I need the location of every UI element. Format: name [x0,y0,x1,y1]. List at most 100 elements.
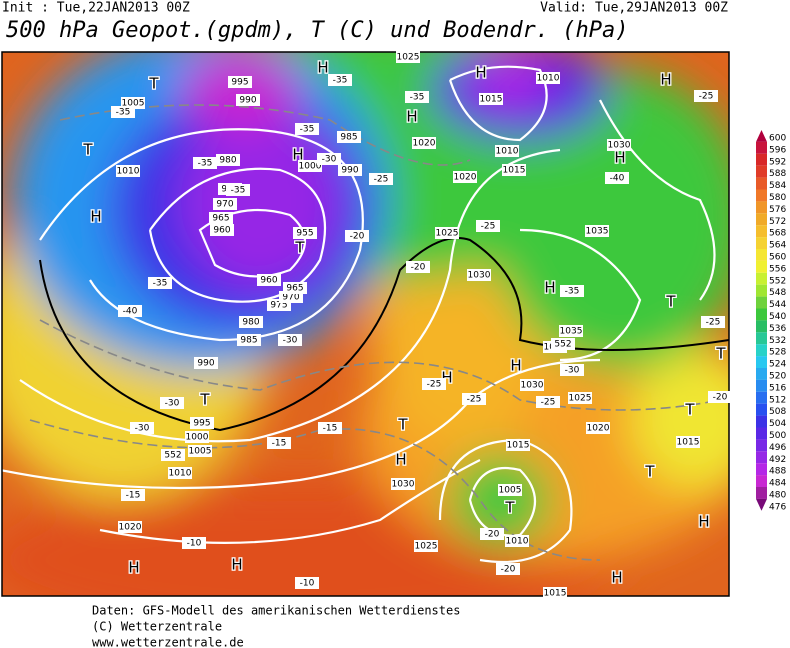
label-box [536,396,560,408]
contour-label: 995 [190,417,214,429]
contour-value: -40 [610,174,625,184]
label-box [506,439,530,451]
contour-label: -35 [226,184,250,196]
contour-label: 1030 [467,269,491,281]
label-box [391,478,415,490]
contour-value: 965 [286,284,303,294]
pressure-center: T [714,343,728,364]
contour-label: 1015 [676,436,700,448]
contour-label: -20 [708,391,732,403]
contour-value: 1030 [392,480,415,490]
colorbar-label: 572 [769,217,786,227]
contour-value: 990 [239,96,256,106]
contour-value: 1015 [544,589,567,599]
contour-value: 1030 [468,271,491,281]
pressure-center: H [316,57,330,78]
pressure-center: T [396,414,410,435]
label-box [560,364,584,376]
colorbar-cell [756,260,767,273]
contour-label: -25 [701,316,725,328]
contour-label: -25 [536,396,560,408]
pressure-center-letter: H [292,146,303,164]
colorbar-label: 592 [769,157,786,167]
pressure-center: H [509,355,523,376]
contour-label: -35 [295,123,319,135]
contour-label: -10 [182,537,206,549]
contour-value: 985 [240,336,257,346]
colorbar-label: 528 [769,348,786,358]
pressure-center-letter: T [665,293,676,311]
map-title: 500 hPa Geopot.(gpdm), T (C) und Bodendr… [6,18,629,43]
label-box [185,431,209,443]
label-box [543,587,567,599]
label-box [502,164,526,176]
label-box [585,225,609,237]
contour-value: 1030 [521,381,544,391]
contour-label: 990 [194,357,218,369]
contour-value: -20 [713,393,728,403]
label-box [213,198,237,210]
pressure-center-letter: T [684,401,695,419]
contour-label: -35 [560,285,584,297]
colorbar-label: 524 [769,360,786,370]
label-box [298,160,322,172]
contour-label: 1025 [396,51,420,63]
contour-value: -30 [322,155,337,165]
contour-value: -25 [481,222,496,232]
contour-label: 1020 [586,422,610,434]
contour-label: 985 [337,131,361,143]
label-box [118,305,142,317]
label-box [405,91,429,103]
contour-value: 1000 [186,433,209,443]
pressure-center: H [405,106,419,127]
contour-value: -35 [333,76,348,86]
pressure-center: H [291,144,305,165]
contour-value: -30 [283,336,298,346]
colorbar-label: 492 [769,455,786,465]
contour-value: -20 [350,232,365,242]
valid-time: Valid: Tue,29JAN2013 00Z [540,1,728,16]
contour-value: -15 [126,491,141,501]
colorbar-cell [756,403,767,416]
contour-label: 1020 [118,521,142,533]
contour-value: 995 [193,419,210,429]
colorbar-label: 488 [769,467,786,477]
contour-value: 1020 [454,173,477,183]
label-box [193,157,217,169]
contour-label: -20 [345,230,369,242]
label-box [295,577,319,589]
label-box [338,164,362,176]
pressure-center: H [613,147,627,168]
label-box [236,94,260,106]
contour-label: 1030 [520,379,544,391]
contour-value: -25 [427,380,442,390]
contour-value: 1010 [169,469,192,479]
contour-value: 1005 [122,99,145,109]
contour-value: -35 [231,186,246,196]
colorbar-cell [756,368,767,380]
contour-value: -35 [410,93,425,103]
contour-value: 1000 [299,162,322,172]
pressure-center: H [474,62,488,83]
colorbar-label: 552 [769,276,786,286]
colorbar-label: 476 [769,502,786,512]
contour-value: -25 [467,395,482,405]
colorbar-cell [756,272,767,285]
contour-label: 965 [283,282,307,294]
label-box [559,325,583,337]
label-box [607,139,631,151]
colorbar-label: 580 [769,193,786,203]
contour-label: 995 [228,76,252,88]
contour-label: 970 [213,198,237,210]
label-box [676,436,700,448]
colorbar-cell [756,487,767,499]
footer-source: Daten: GFS-Modell des amerikanischen Wet… [92,604,460,618]
contour-label: 1000 [298,160,322,172]
pressure-center-letter: T [148,75,159,93]
colorbar-cell [756,177,767,190]
contour-value: -35 [116,108,131,118]
label-box [520,379,544,391]
pressure-center: T [198,389,212,410]
label-box [161,449,185,461]
